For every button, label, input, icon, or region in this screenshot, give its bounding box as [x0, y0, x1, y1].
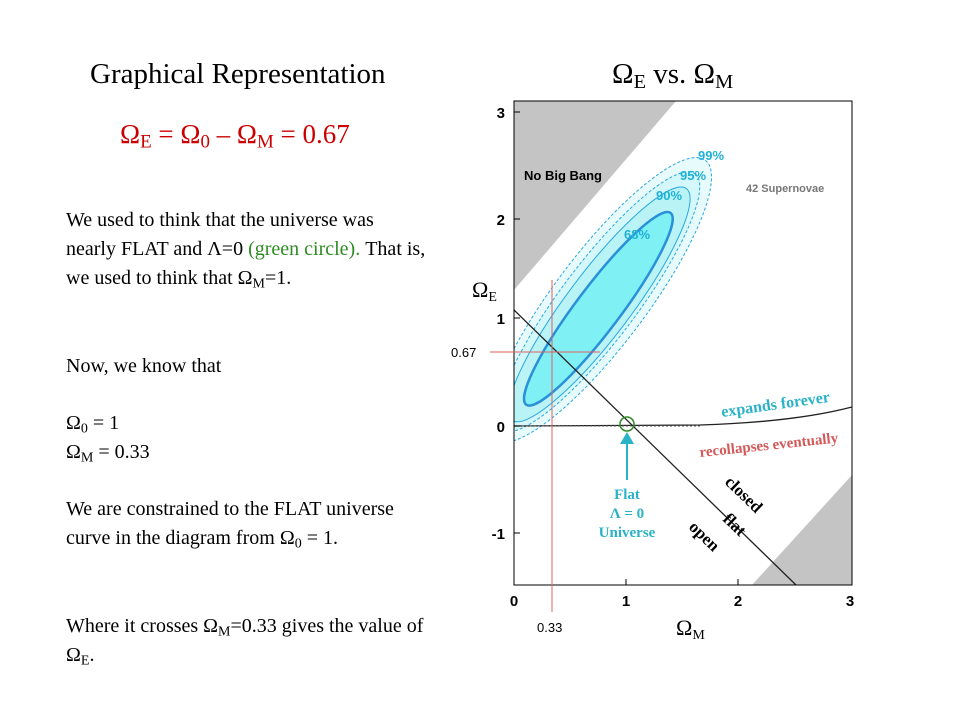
plot-area — [514, 101, 852, 585]
y-tick-label: 2 — [497, 212, 505, 229]
contour-68 — [522, 210, 674, 407]
paragraph-constraint: We are constrained to the FLAT universe … — [66, 498, 394, 552]
x-tick-label: 2 — [734, 593, 742, 610]
green-circle-note: (green circle). — [248, 238, 361, 260]
x-axis-label: ΩM — [676, 615, 705, 643]
plot-frame — [513, 100, 853, 586]
marker-y-label: 0.67 — [451, 345, 476, 360]
x-tick-label: 3 — [846, 593, 854, 610]
y-axis-label: ΩE — [472, 277, 497, 305]
flat-universe-circle — [619, 416, 635, 432]
supernovae-label: 42 Supernovae — [746, 183, 824, 195]
paragraph-history: We used to think that the universe was n… — [66, 209, 426, 292]
conf-95-label: 95% — [680, 168, 706, 183]
no-big-bang-region — [514, 101, 676, 290]
omega-zero-value: Ω0 = 1 — [66, 412, 120, 437]
open-label: open — [685, 517, 724, 555]
equation: ΩE = Ω0 – ΩM = 0.67 — [120, 119, 350, 153]
expands-forever-label: expands forever — [720, 389, 831, 421]
x-tick-label: 0 — [510, 593, 518, 610]
paragraph-crossing: Where it crosses ΩM=0.33 gives the value… — [66, 615, 424, 669]
y-tick-label: 3 — [497, 105, 505, 122]
plot-title: ΩE vs. ΩM — [612, 58, 734, 94]
y-tick-label: -1 — [492, 526, 505, 543]
closed-label: closed — [721, 472, 767, 517]
flat-universe-label-1: Flat — [614, 487, 640, 503]
conf-90-label: 90% — [656, 188, 682, 203]
paragraph-now: Now, we know that — [66, 355, 222, 377]
axis-ticks — [514, 111, 739, 585]
x-tick-label: 1 — [622, 593, 630, 610]
conf-68-label: 68% — [624, 227, 650, 242]
expansion-boundary-curve — [514, 406, 852, 427]
conf-99-label: 99% — [698, 148, 724, 163]
marker-x-label: 0.33 — [537, 620, 562, 635]
omega-m-value: ΩM = 0.33 — [66, 441, 150, 466]
no-big-bang-label: No Big Bang — [524, 168, 602, 183]
page-title: Graphical Representation — [90, 58, 386, 90]
y-tick-label: 0 — [497, 419, 505, 436]
omega-symbol: Ω — [612, 58, 634, 90]
y-tick-label: 1 — [497, 311, 505, 328]
flat-universe-label-2: Λ = 0 — [610, 506, 644, 522]
arrow-head — [620, 432, 634, 444]
excluded-region — [752, 475, 852, 585]
flat-boundary-line — [514, 309, 797, 585]
flat-universe-label-3: Universe — [599, 525, 656, 541]
recollapses-label: recollapses eventually — [699, 430, 840, 461]
